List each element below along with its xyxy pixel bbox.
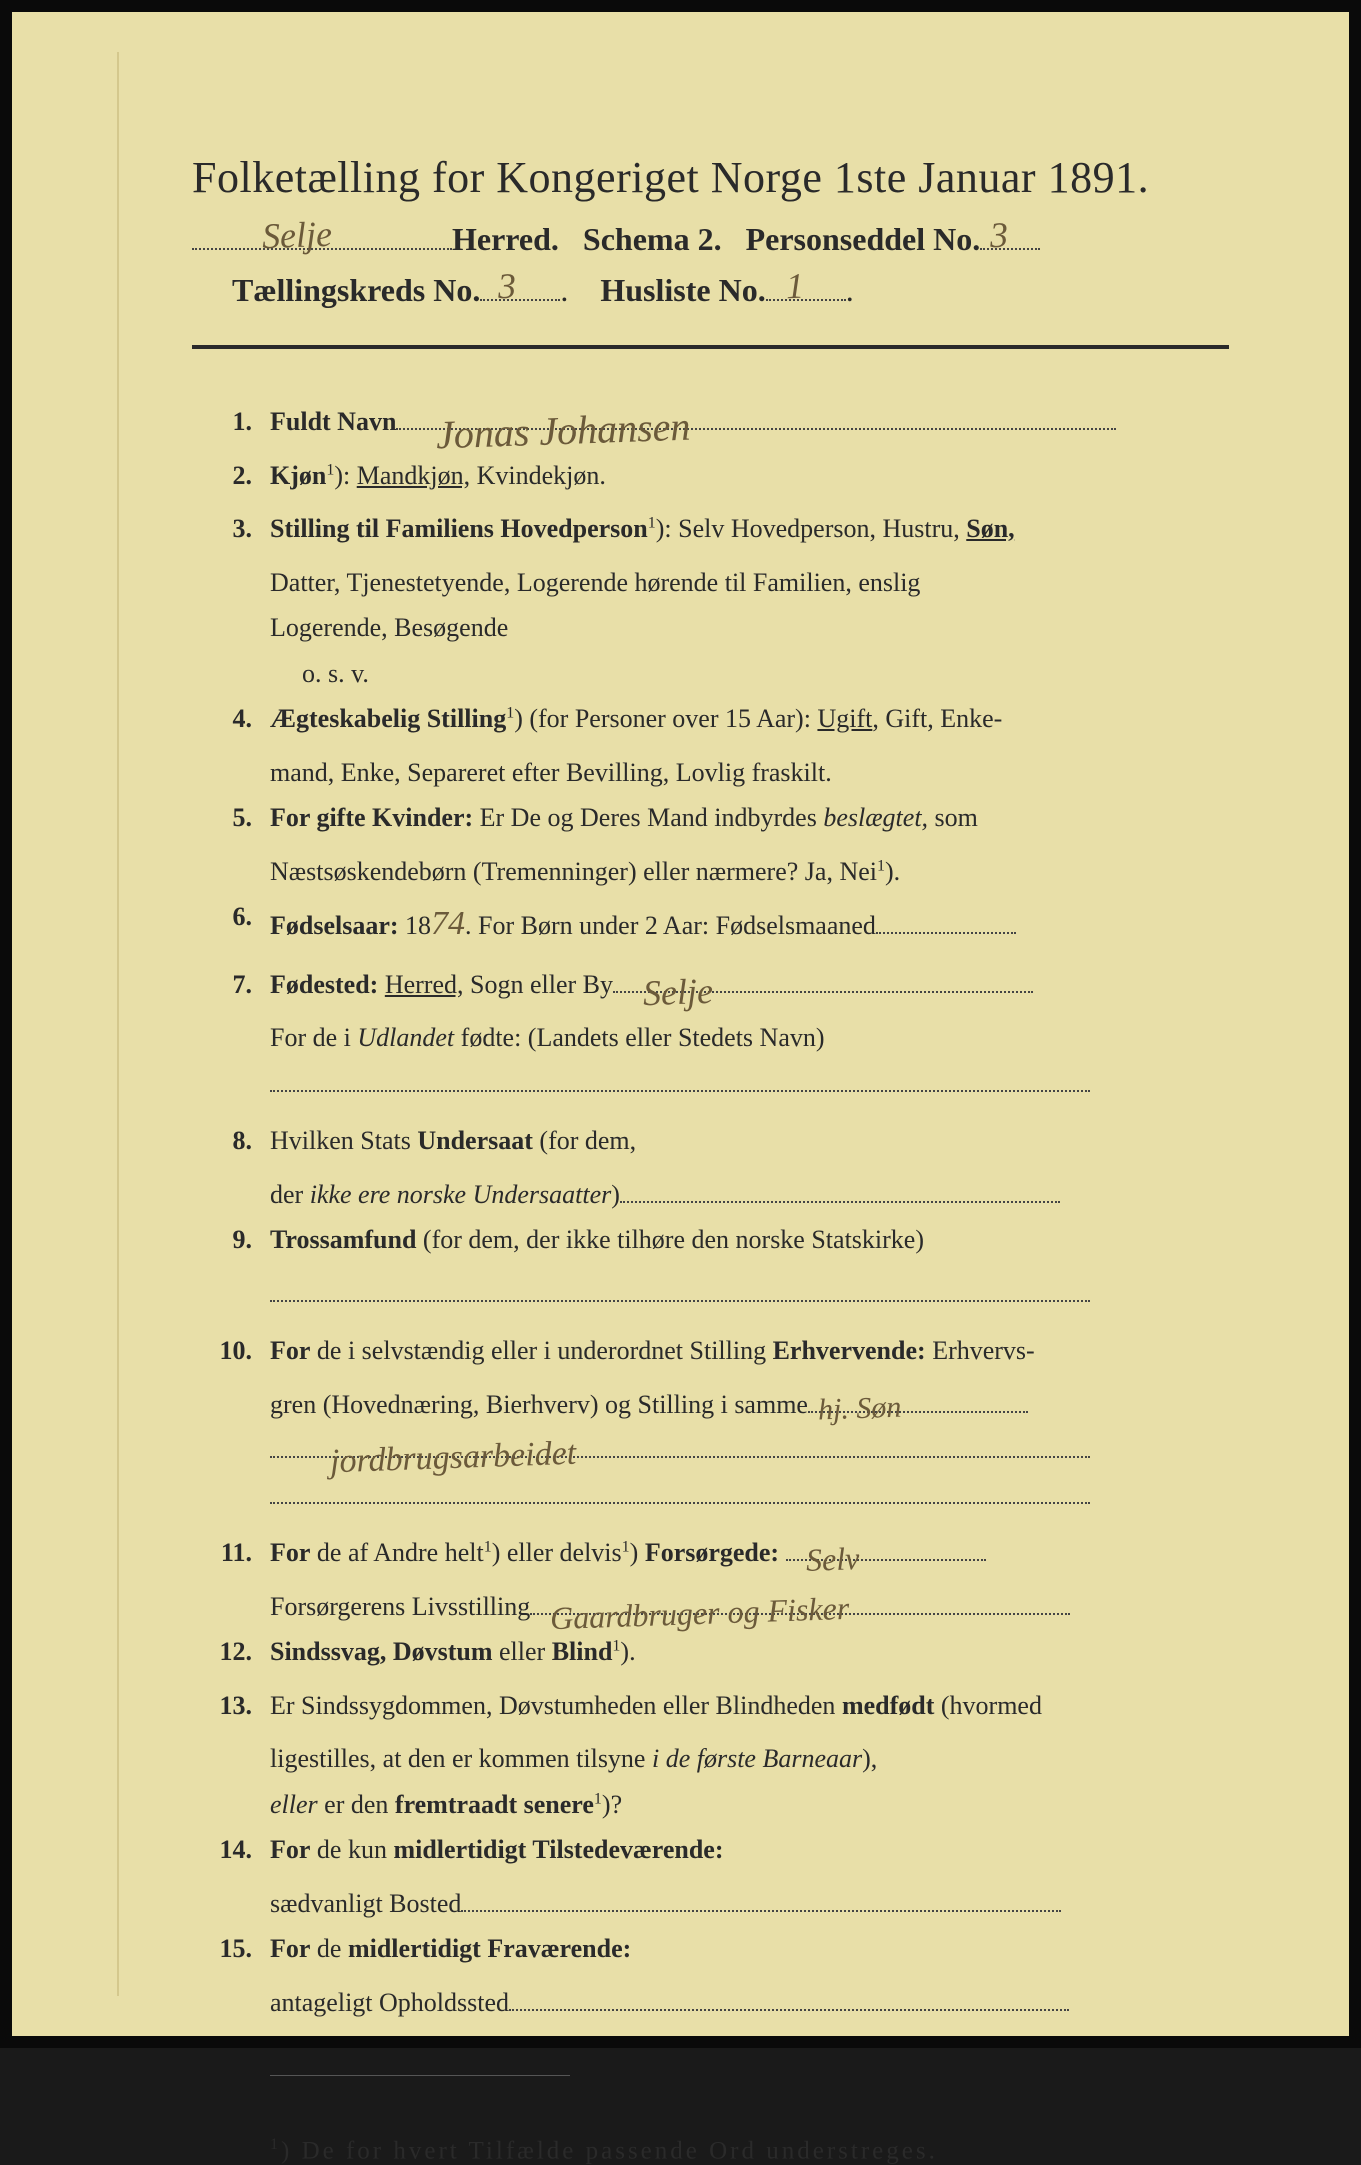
occupation-value1: hj. Søn [817,1381,902,1436]
birthplace-field: Selje [613,991,1033,993]
item-5: 5. For gifte Kvinder: Er De og Deres Man… [192,795,1229,841]
main-title: Folketælling for Kongeriget Norge 1ste J… [192,152,1229,203]
husliste-value: 1 [785,265,804,308]
taellingskreds-value: 3 [498,265,517,308]
item-3: 3. Stilling til Familiens Hovedperson1):… [192,506,1229,552]
item-9-blank [192,1271,1229,1317]
item-12: 12. Sindssvag, Døvstum eller Blind1). [192,1629,1229,1675]
item-10-blank: jordbrugsarbeidet [192,1427,1229,1473]
herred-label: Herred. [452,221,559,257]
relation-selected: Søn, [966,514,1014,543]
header-line-3: Tællingskreds No. 3 . Husliste No. 1 . [192,272,1229,309]
item-10: 10. For de i selvstændig eller i underor… [192,1328,1229,1374]
item-9: 9. Trossamfund (for dem, der ikke tilhør… [192,1217,1229,1263]
item-4: 4. Ægteskabelig Stilling1) (for Personer… [192,696,1229,742]
item-8: 8. Hvilken Stats Undersaat (for dem, [192,1118,1229,1164]
herred-value: Selje [261,213,332,257]
occupation-value2: jordbrugsarbeidet [329,1424,577,1492]
personseddel-value: 3 [990,214,1009,257]
item-11: 11. For de af Andre helt1) eller delvis1… [192,1530,1229,1576]
birthplace-value: Selje [642,959,714,1024]
husliste-field: 1 [766,299,846,301]
item-14-cont: sædvanligt Bosted [192,1881,1229,1927]
taellingskreds-field: 3 [480,299,560,301]
husliste-label: Husliste No. [600,272,765,308]
header-rule [192,345,1229,349]
item-6: 6. Fødselsaar: 1874. For Børn under 2 Aa… [192,894,1229,954]
marital-selected: Ugift [817,704,872,733]
item-10-cont: gren (Hovednæring, Bierhverv) og Stillin… [192,1382,1229,1428]
item-13-cont1: ligestilles, at den er kommen tilsyne i … [192,1736,1229,1782]
item-13-cont2: eller er den fremtraadt senere1)? [192,1782,1229,1828]
item-15-cont: antageligt Opholdssted [192,1980,1229,2026]
form-items: 1. Fuldt Navn Jonas Johansen 2. Kjøn1): … [192,399,1229,2025]
item-11-cont: Forsørgerens Livsstilling Gaardbruger og… [192,1584,1229,1630]
footnote: 1) De for hvert Tilfælde passende Ord un… [192,2136,1229,2165]
item-15: 15. For de midlertidigt Fraværende: [192,1926,1229,1972]
birthplace-selected: Herred, [385,970,464,999]
census-form-page: Folketælling for Kongeriget Norge 1ste J… [0,0,1361,2048]
item-3-cont1: Datter, Tjenestetyende, Logerende hørend… [192,560,1229,606]
taellingskreds-label: Tællingskreds No. [232,272,480,308]
herred-field: Selje [192,248,452,250]
supporter-value1: Selv [805,1530,860,1588]
item-3-cont3: o. s. v. [192,651,1229,697]
item-8-cont: der ikke ere norske Undersaatter) [192,1172,1229,1218]
footnote-rule [270,2075,570,2076]
schema-label: Schema 2. [583,221,722,257]
name-field: Jonas Johansen [396,428,1116,430]
birthyear-value: 74 [431,905,465,942]
header-line-2: Selje Herred. Schema 2. Personseddel No.… [192,221,1229,258]
item-7: 7. Fødested: Herred, Sogn eller By Selje [192,962,1229,1008]
item-2: 2. Kjøn1): Mandkjøn, Kvindekjøn. [192,453,1229,499]
item-14: 14. For de kun midlertidigt Tilstedevære… [192,1827,1229,1873]
item-3-cont2: Logerende, Besøgende [192,605,1229,651]
personseddel-label: Personseddel No. [746,221,981,257]
gender-selected: Mandkjøn, [357,461,470,490]
header-block: Folketælling for Kongeriget Norge 1ste J… [192,152,1229,309]
item-7-blank [192,1061,1229,1107]
item-4-cont: mand, Enke, Separeret efter Bevilling, L… [192,750,1229,796]
item-5-cont: Næstsøskendebørn (Tremenninger) eller næ… [192,849,1229,895]
item-13: 13. Er Sindssygdommen, Døvstumheden elle… [192,1683,1229,1729]
item-1: 1. Fuldt Navn Jonas Johansen [192,399,1229,445]
personseddel-field: 3 [980,248,1040,250]
